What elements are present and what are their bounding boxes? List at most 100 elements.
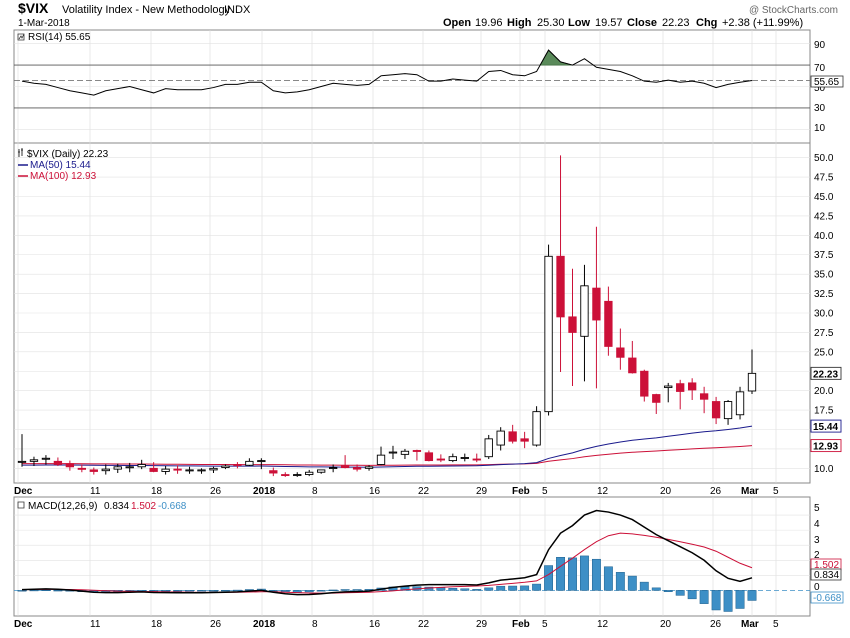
macd-histogram-bar: [352, 589, 362, 591]
x-tick: Mar: [741, 619, 759, 630]
macd-histogram-bar: [723, 590, 733, 612]
candle-body: [460, 457, 469, 459]
candle-body: [113, 466, 122, 470]
rsi-last-value: 55.65: [814, 77, 839, 88]
x-tick: 26: [210, 486, 222, 497]
price-tick: 35.0: [814, 270, 834, 281]
macd-histogram-bar: [209, 590, 218, 592]
candle-body: [604, 300, 613, 347]
macd-histogram-bar: [340, 589, 350, 591]
candle-body: [568, 316, 577, 333]
macd-histogram-bar: [711, 590, 721, 611]
price-tick: 25.0: [814, 347, 834, 358]
candle-body: [484, 438, 493, 458]
macd-histogram-bar: [675, 590, 685, 596]
x-tick: 8: [312, 486, 318, 497]
candle-body: [412, 450, 422, 452]
x-tick: 22: [418, 486, 430, 497]
candle-body: [448, 456, 457, 462]
candle-body: [340, 465, 350, 469]
candle-body: [257, 460, 266, 463]
candle-body: [652, 394, 661, 403]
price-tick: 10.0: [814, 464, 834, 475]
candle-body: [53, 460, 63, 465]
chart-header: $VIX Volatility Index - New Methodology …: [18, 0, 838, 29]
candle-body: [269, 470, 278, 474]
x-tick: 5: [542, 486, 548, 497]
x-axis-price: Dec 11 18 26 2018 8 16 22 29 Feb 5 12 20…: [14, 486, 779, 497]
macd-histogram-bar: [580, 555, 589, 591]
price-tick: 42.5: [814, 211, 834, 222]
macd-histogram-bar: [244, 589, 254, 591]
date-label: 1-Mar-2018: [18, 18, 70, 29]
price-tick: 50.0: [814, 153, 834, 164]
candle-body: [723, 401, 733, 420]
candle-body: [688, 382, 697, 391]
x-tick: 2018: [253, 486, 276, 497]
last-ma50-tag-box: [810, 419, 842, 433]
macd-histogram-bar: [17, 590, 27, 592]
macd-histogram-bar: [532, 583, 542, 591]
candle-body: [29, 459, 39, 462]
candle-body: [532, 411, 541, 446]
candle-body: [293, 474, 302, 477]
x-tick: 26: [710, 619, 722, 630]
macd-histogram-bar: [232, 589, 242, 592]
x-tick: 5: [773, 619, 779, 630]
copyright-label: @ StockCharts.com: [749, 5, 838, 16]
macd-histogram-bar: [699, 590, 709, 604]
candle-body: [281, 474, 290, 477]
macd-histogram-bar: [520, 585, 530, 591]
last-ma100-tag: 12.93: [813, 442, 838, 453]
x-tick: 11: [90, 486, 101, 497]
macd-line: [21, 509, 753, 596]
candle-body: [628, 357, 637, 374]
candle-body: [699, 393, 709, 400]
macd-histogram-bar: [484, 587, 494, 591]
macd-legend-label: MACD(12,26,9): [28, 501, 97, 512]
candle-body: [161, 468, 170, 472]
macd-histogram-bar: [747, 590, 757, 601]
macd-legend: MACD(12,26,9) 0.834 1.502 -0.668: [17, 501, 187, 512]
rsi-tick: 70: [814, 63, 826, 74]
price-tick: 45.0: [814, 192, 834, 203]
candle-body: [436, 458, 446, 461]
macd-macd-last: 0.834: [814, 570, 839, 581]
low-value: 19.57: [595, 17, 623, 29]
macd-histogram-bar: [268, 590, 278, 592]
candle-body: [592, 287, 601, 321]
price-tick: 20.0: [814, 386, 834, 397]
price-tick: 47.5: [814, 173, 834, 184]
x-tick: 20: [660, 619, 672, 630]
candle-body: [317, 469, 326, 473]
close-value: 22.23: [662, 17, 690, 29]
macd-signal-last: 1.502: [814, 560, 839, 571]
rsi-tick: 30: [814, 103, 826, 114]
candle-body: [173, 468, 182, 471]
candle-body: [245, 460, 254, 466]
candle-body: [640, 370, 649, 397]
macd-tick: 4: [814, 519, 820, 530]
candle-body: [149, 467, 158, 472]
macd-tick: 5: [814, 503, 820, 514]
candle-body: [17, 460, 27, 463]
last-price-tag-box: [810, 366, 842, 380]
macd-histogram-bar: [316, 590, 326, 592]
candle-body: [221, 465, 230, 469]
macd-histogram-bar: [615, 572, 625, 591]
macd-panel-frame: [13, 496, 811, 617]
x-tick: 16: [369, 619, 381, 630]
rsi-line: [21, 49, 753, 96]
candle-body: [544, 255, 553, 413]
candle-body: [496, 430, 505, 446]
macd-histogram-bar: [41, 589, 51, 591]
candle-body: [41, 457, 51, 460]
candle-body: [747, 372, 757, 392]
rsi-legend: RSI(14) 55.65: [17, 32, 91, 43]
candle-body: [520, 438, 529, 442]
macd-histogram-bar: [53, 589, 63, 592]
macd-axis: 5 4 3 2 0 1.502 0.834 -0.668: [810, 503, 844, 604]
macd-histogram-bar: [197, 590, 206, 592]
macd-histogram-bar: [639, 581, 649, 591]
